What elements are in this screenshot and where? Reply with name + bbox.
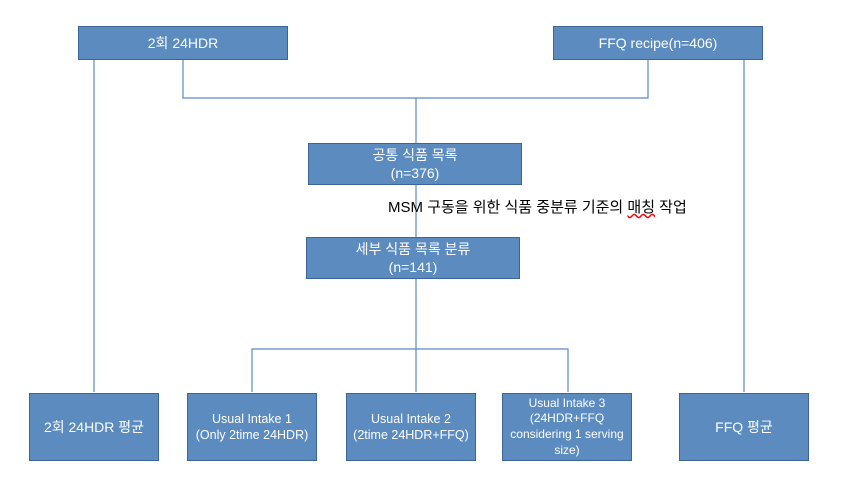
node-label: 2회 24HDR 평균 xyxy=(44,418,144,436)
node-bottom-0: 2회 24HDR 평균 xyxy=(29,393,159,461)
annotation-suffix: 작업 xyxy=(655,199,687,216)
node-top-left: 2회 24HDR xyxy=(78,26,288,60)
node-label: 공통 식품 목록(n=376) xyxy=(372,146,457,182)
node-label: 세부 식품 목록 분류(n=141) xyxy=(356,240,471,276)
annotation-text: MSM 구동을 위한 식품 중분류 기준의 매칭 작업 xyxy=(388,196,687,217)
node-label: FFQ 평균 xyxy=(715,418,773,436)
node-bottom-4: FFQ 평균 xyxy=(679,393,809,461)
node-middle-1: 공통 식품 목록(n=376) xyxy=(308,143,522,185)
node-bottom-1: Usual Intake 1(Only 2time 24HDR) xyxy=(187,393,317,461)
node-label: 2회 24HDR xyxy=(148,34,218,52)
node-bottom-3: Usual Intake 3(24HDR+FFQ considering 1 s… xyxy=(502,393,632,461)
annotation-underlined: 매칭 xyxy=(627,199,655,216)
node-top-right: FFQ recipe(n=406) xyxy=(553,26,763,60)
node-middle-2: 세부 식품 목록 분류(n=141) xyxy=(306,237,520,279)
annotation-prefix: MSM 구동을 위한 식품 중분류 기준의 xyxy=(388,199,627,216)
node-label: FFQ recipe(n=406) xyxy=(599,34,718,52)
node-bottom-2: Usual Intake 2(2time 24HDR+FFQ) xyxy=(346,393,476,461)
node-label: Usual Intake 2(2time 24HDR+FFQ) xyxy=(353,411,469,444)
node-label: Usual Intake 3(24HDR+FFQ considering 1 s… xyxy=(507,396,627,458)
node-label: Usual Intake 1(Only 2time 24HDR) xyxy=(196,411,309,444)
